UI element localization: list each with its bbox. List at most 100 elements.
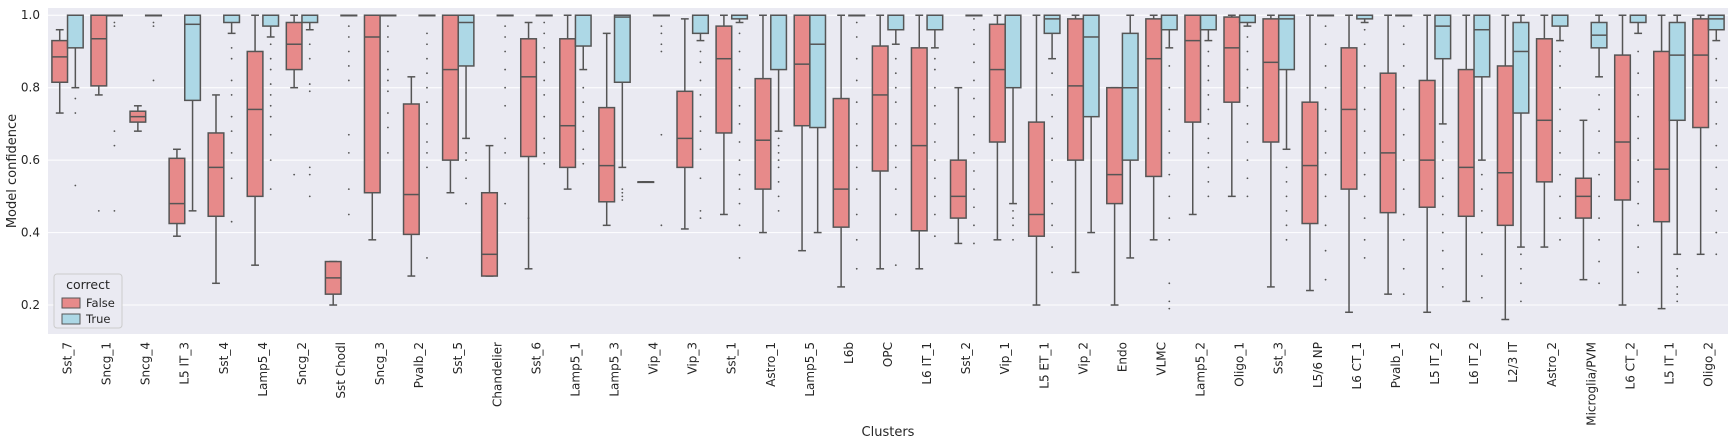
x-tick-label: L6 CT_1 — [1350, 342, 1364, 389]
outlier-point — [1441, 213, 1444, 216]
outlier-point — [1637, 72, 1640, 75]
outlier-point — [1363, 151, 1366, 154]
outlier-point — [1637, 246, 1640, 248]
outlier-point — [1246, 36, 1249, 38]
outlier-point — [1246, 68, 1249, 71]
box-iqr — [457, 14, 475, 67]
outlier-point — [1207, 50, 1210, 53]
outlier-point — [1559, 130, 1561, 133]
outlier-point — [152, 21, 155, 24]
outlier-point — [426, 141, 428, 143]
outlier-point — [1207, 195, 1210, 198]
outlier-point — [387, 126, 389, 129]
box-iqr — [1535, 38, 1553, 183]
outlier-point — [1559, 217, 1561, 219]
outlier-point — [387, 112, 389, 114]
outlier-point — [347, 36, 350, 38]
box-false — [402, 76, 420, 277]
outlier-point — [269, 43, 272, 46]
box-true — [848, 14, 866, 270]
box-false — [988, 14, 1006, 241]
outlier-point — [1168, 130, 1171, 133]
y-tick-label: 0.6 — [21, 153, 40, 167]
outlier-point — [1676, 267, 1679, 270]
outlier-point — [738, 257, 741, 259]
x-tick-label: Sst_3 — [1272, 342, 1286, 374]
outlier-point — [426, 72, 428, 75]
outlier-point — [1051, 224, 1053, 227]
outlier-point — [738, 104, 741, 107]
box-false — [129, 105, 147, 132]
outlier-point — [660, 50, 663, 53]
outlier-point — [933, 195, 936, 198]
x-tick-label: Lamp5_5 — [803, 342, 817, 397]
x-tick-label: Vip_1 — [998, 342, 1012, 375]
outlier-point — [1402, 213, 1405, 216]
outlier-point — [973, 97, 975, 100]
box-false — [1535, 14, 1553, 248]
box-iqr — [613, 14, 631, 84]
outlier-point — [1402, 43, 1405, 46]
legend: correct False True — [53, 273, 123, 329]
box-iqr — [793, 14, 811, 127]
outlier-point — [1324, 86, 1327, 89]
outlier-point — [777, 180, 780, 183]
outlier-point — [1441, 267, 1444, 270]
box-true — [301, 14, 319, 198]
outlier-point — [1480, 296, 1483, 299]
box-false — [324, 260, 342, 306]
outlier-point — [855, 123, 858, 125]
outlier-point — [1715, 166, 1718, 169]
box-iqr — [1301, 101, 1319, 225]
outlier-point — [738, 123, 741, 125]
outlier-point — [777, 151, 780, 154]
outlier-point — [1285, 180, 1288, 183]
box-false — [949, 86, 967, 245]
outlier-point — [1363, 238, 1366, 241]
outlier-point — [1246, 86, 1249, 89]
outlier-point — [543, 46, 546, 49]
outlier-point — [1363, 43, 1366, 46]
x-tick-label: OPC — [881, 342, 895, 367]
outlier-point — [894, 166, 897, 169]
outlier-point — [230, 94, 233, 96]
x-tick-label: L5 ET_1 — [1037, 342, 1051, 389]
outlier-point — [738, 202, 741, 205]
outlier-point — [582, 86, 585, 89]
outlier-point — [973, 79, 975, 82]
outlier-point — [1363, 217, 1366, 219]
x-tick-label: Sst Chodl — [334, 342, 348, 399]
x-tick-label: Sst_1 — [725, 342, 739, 374]
box-iqr — [1473, 14, 1491, 78]
outlier-point — [1168, 151, 1171, 154]
box-true — [1199, 14, 1217, 198]
outlier-point — [504, 36, 507, 38]
box-false — [1418, 14, 1436, 314]
outlier-point — [1168, 65, 1171, 67]
x-tick-label: Sst_2 — [959, 342, 973, 374]
outlier-point — [1598, 238, 1600, 241]
outlier-point — [74, 112, 77, 114]
x-tick-label: Chandelier — [490, 342, 504, 407]
x-tick-label: Microglia/PVM — [1584, 342, 1598, 426]
box-iqr — [574, 14, 592, 47]
outlier-point — [1363, 173, 1366, 176]
outlier-point — [621, 188, 624, 191]
box-true — [613, 14, 631, 201]
outlier-point — [387, 25, 389, 28]
outlier-point — [1480, 209, 1483, 212]
outlier-point — [293, 173, 296, 176]
outlier-point — [387, 79, 389, 82]
outlier-point — [1324, 108, 1327, 111]
outlier-point — [1051, 180, 1053, 183]
box-iqr — [1160, 14, 1178, 31]
outlier-point — [1324, 130, 1327, 133]
legend-title: correct — [66, 277, 110, 292]
x-tick-label: Sncg_4 — [139, 342, 153, 385]
outlier-point — [1598, 130, 1600, 133]
outlier-point — [894, 57, 897, 60]
outlier-point — [230, 130, 233, 133]
outlier-point — [1324, 151, 1327, 154]
box-true — [144, 14, 163, 82]
outlier-point — [347, 133, 350, 136]
